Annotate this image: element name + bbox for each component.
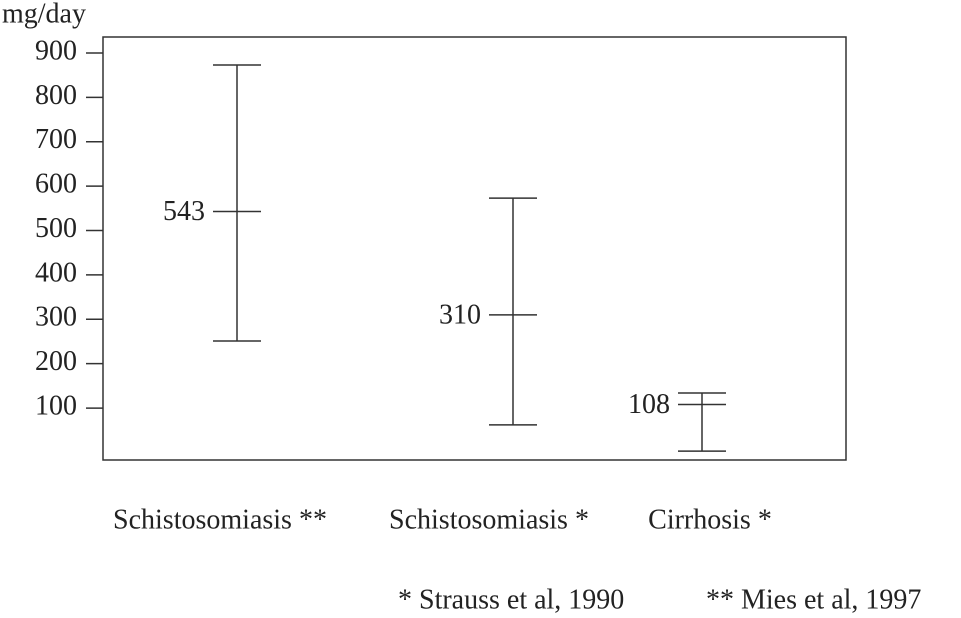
y-tick-label: 200 bbox=[35, 346, 77, 377]
category-label: Schistosomiasis * bbox=[389, 504, 589, 535]
y-tick-label: 100 bbox=[35, 390, 77, 421]
value-label: 108 bbox=[628, 389, 670, 420]
y-tick-label: 900 bbox=[35, 35, 77, 66]
y-tick-label: 300 bbox=[35, 302, 77, 333]
y-tick-label: 700 bbox=[35, 124, 77, 155]
y-tick-label: 400 bbox=[35, 257, 77, 288]
footnote: ** Mies et al, 1997 bbox=[706, 584, 921, 615]
category-label: Schistosomiasis ** bbox=[113, 504, 327, 535]
y-tick-label: 800 bbox=[35, 80, 77, 111]
y-tick-label: 600 bbox=[35, 169, 77, 200]
category-label: Cirrhosis * bbox=[648, 504, 772, 535]
y-tick-label: 500 bbox=[35, 213, 77, 244]
plot-frame bbox=[102, 36, 847, 461]
footnote: * Strauss et al, 1990 bbox=[398, 584, 624, 615]
value-label: 543 bbox=[163, 196, 205, 227]
value-label: 310 bbox=[439, 299, 481, 330]
y-axis-label: mg/day bbox=[2, 0, 86, 29]
